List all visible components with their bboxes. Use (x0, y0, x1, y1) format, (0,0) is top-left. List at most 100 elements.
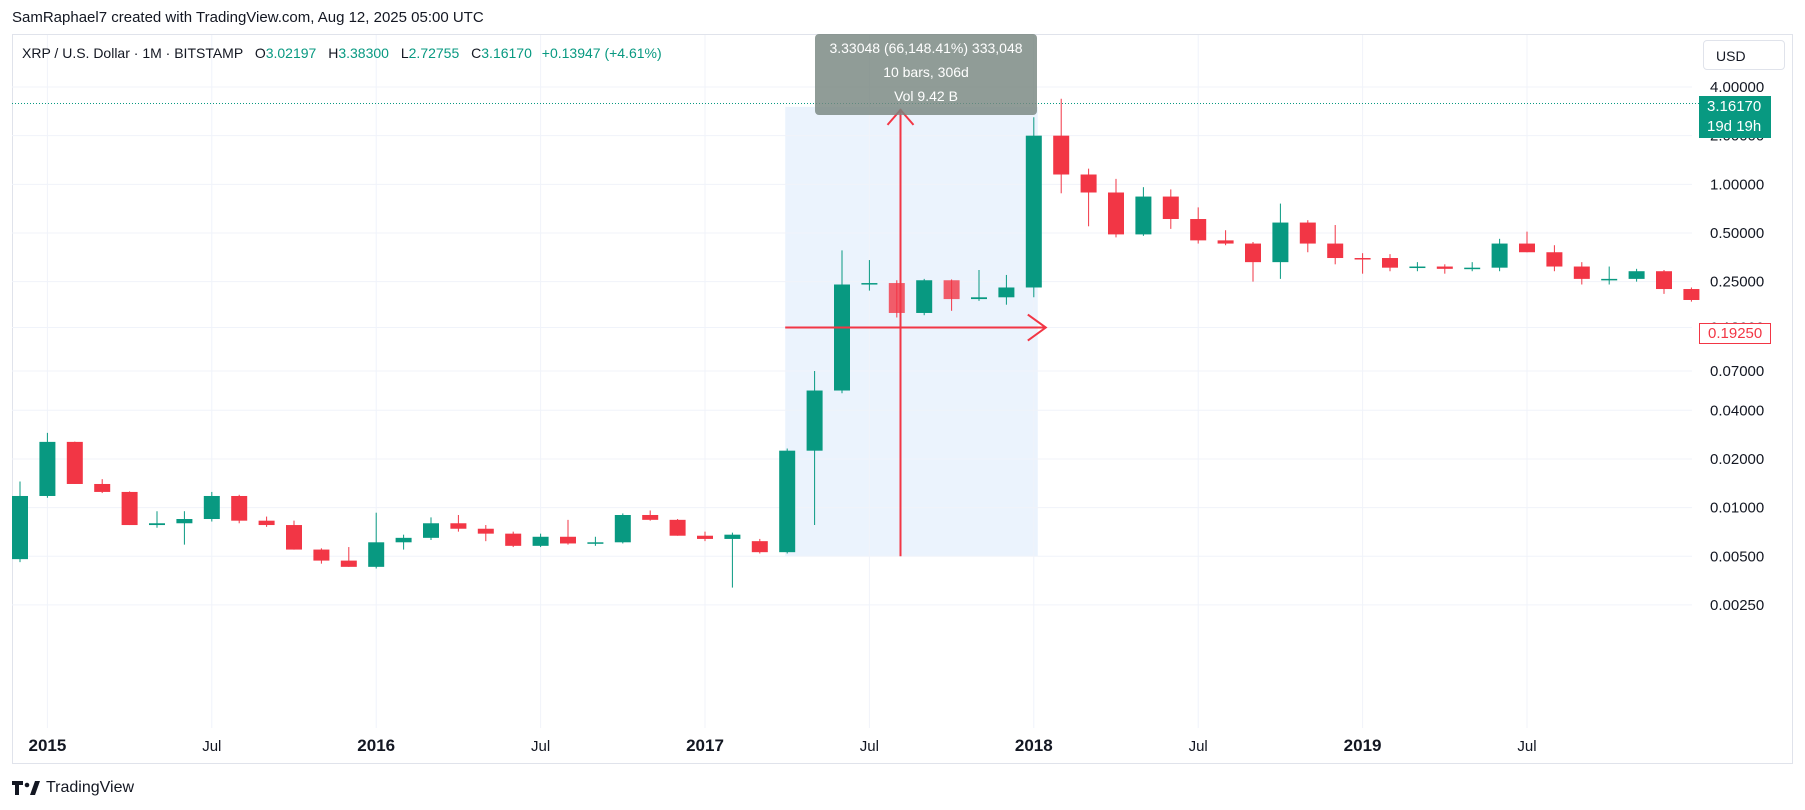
candle-body[interactable] (1300, 223, 1316, 244)
x-axis-tick-label: 2015 (28, 736, 66, 755)
change-value: +0.13947 (+4.61%) (542, 45, 662, 61)
x-axis-tick-label: 2017 (686, 736, 724, 755)
candle-body[interactable] (1437, 267, 1453, 269)
candle-body[interactable] (1081, 175, 1097, 193)
candle-body[interactable] (12, 496, 28, 559)
candle-body[interactable] (286, 525, 302, 550)
close-value: 3.16170 (481, 45, 532, 61)
candle-body[interactable] (1492, 244, 1508, 268)
candle-body[interactable] (560, 537, 576, 544)
x-axis-tick-label: Jul (531, 738, 550, 755)
candle-body[interactable] (478, 529, 494, 534)
candle-body[interactable] (889, 283, 905, 313)
measure-tooltip: 3.33048 (66,148.41%) 333,048 10 bars, 30… (815, 34, 1037, 115)
currency-button[interactable]: USD (1703, 40, 1785, 70)
candle-body[interactable] (1218, 240, 1234, 243)
candle-body[interactable] (1245, 244, 1261, 263)
low-value: 2.72755 (409, 45, 460, 61)
candle-body[interactable] (1135, 197, 1151, 235)
candle-body[interactable] (122, 492, 138, 525)
y-axis-tick-label: 0.00500 (1710, 548, 1764, 565)
candle-body[interactable] (615, 515, 631, 542)
candle-body[interactable] (1190, 219, 1206, 240)
close-label: C (471, 45, 481, 61)
candle-body[interactable] (1026, 136, 1042, 288)
y-axis-tick-label: 0.50000 (1710, 225, 1764, 242)
candle-body[interactable] (533, 537, 549, 546)
symbol-name[interactable]: XRP / U.S. Dollar · 1M · BITSTAMP (22, 45, 243, 61)
candle-body[interactable] (1355, 258, 1371, 260)
y-axis-tick-label: 0.01000 (1710, 500, 1764, 517)
candle-body[interactable] (1409, 267, 1425, 269)
measure-label-change: 3.33048 (66,148.41%) 333,048 (815, 36, 1037, 60)
open-value: 3.02197 (266, 45, 317, 61)
y-axis-tick-label: 4.00000 (1710, 79, 1764, 96)
candle-body[interactable] (1601, 279, 1617, 281)
x-axis-tick-label: Jul (1517, 738, 1536, 755)
candle-body[interactable] (724, 535, 740, 539)
candle-body[interactable] (1519, 244, 1535, 253)
y-axis-tick-label: 0.07000 (1710, 363, 1764, 380)
candle-body[interactable] (861, 283, 877, 285)
candle-body[interactable] (204, 496, 220, 519)
x-axis-tick-label: Jul (860, 738, 879, 755)
y-axis-tick-label: 0.00250 (1710, 597, 1764, 614)
candle-body[interactable] (313, 550, 329, 561)
candle-body[interactable] (916, 280, 932, 313)
candle-body[interactable] (423, 523, 439, 538)
candle-body[interactable] (450, 523, 466, 528)
tradingview-logo-icon (12, 781, 40, 795)
candle-body[interactable] (368, 542, 384, 567)
x-axis-tick-label: Jul (1189, 738, 1208, 755)
candle-body[interactable] (341, 561, 357, 567)
candle-body[interactable] (998, 287, 1014, 297)
open-label: O (255, 45, 266, 61)
candle-body[interactable] (67, 442, 83, 484)
candle-body[interactable] (642, 515, 658, 520)
candle-body[interactable] (149, 523, 165, 525)
candle-body[interactable] (1108, 192, 1124, 234)
candle-body[interactable] (505, 534, 521, 546)
candle-body[interactable] (1464, 268, 1480, 270)
candle-body[interactable] (752, 541, 768, 552)
candle-body[interactable] (1272, 223, 1288, 263)
candle-body[interactable] (1053, 136, 1069, 175)
y-axis-tick-label: 1.00000 (1710, 176, 1764, 193)
candle-body[interactable] (396, 538, 412, 542)
candle-body[interactable] (1574, 267, 1590, 279)
candle-body[interactable] (1656, 271, 1672, 289)
y-axis-tick-label: 0.04000 (1710, 402, 1764, 419)
price-chart[interactable]: 4.000002.000001.000000.500000.250000.130… (0, 0, 1805, 810)
measure-range-area (785, 107, 1038, 556)
candle-body[interactable] (1327, 244, 1343, 258)
candle-body[interactable] (259, 521, 275, 525)
x-axis-tick-label: Jul (202, 738, 221, 755)
x-axis-tick-label: 2019 (1344, 736, 1382, 755)
candle-body[interactable] (176, 519, 192, 523)
candle-body[interactable] (1163, 197, 1179, 219)
candle-body[interactable] (1683, 289, 1699, 300)
candle-body[interactable] (231, 496, 247, 521)
candle-body[interactable] (807, 391, 823, 451)
candle-body[interactable] (1546, 252, 1562, 266)
current-price-label: 0.19250 (1708, 325, 1762, 342)
current-price-tag: 0.19250 (1699, 323, 1771, 344)
countdown-label: 19d 19h (1707, 117, 1771, 137)
candle-body[interactable] (834, 285, 850, 391)
candle-body[interactable] (1382, 258, 1398, 268)
y-axis-tick-label: 0.25000 (1710, 274, 1764, 291)
candle-body[interactable] (587, 542, 603, 544)
candle-body[interactable] (971, 297, 987, 299)
high-label: H (328, 45, 338, 61)
high-value: 3.38300 (338, 45, 389, 61)
candle-body[interactable] (697, 536, 713, 539)
candle-body[interactable] (779, 451, 795, 552)
x-axis-tick-label: 2016 (357, 736, 395, 755)
candle-body[interactable] (670, 520, 686, 536)
candle-body[interactable] (94, 484, 110, 492)
candle-body[interactable] (1629, 271, 1645, 279)
tradingview-logo[interactable]: TradingView (12, 779, 134, 797)
tradingview-brand: TradingView (46, 779, 134, 797)
candle-body[interactable] (39, 442, 55, 496)
candle-body[interactable] (944, 280, 960, 299)
